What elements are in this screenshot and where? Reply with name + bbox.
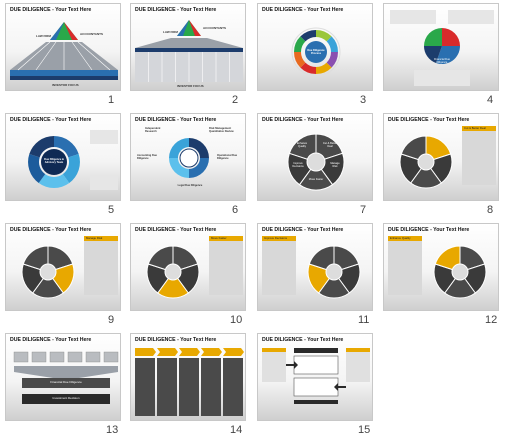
segment-enhance-quality: Enhance Quality bbox=[296, 142, 308, 148]
dark-pie-highlight-diagram bbox=[388, 236, 487, 299]
slide-title: DUE DILIGENCE - Your Text Here bbox=[262, 227, 344, 233]
slide-title: DUE DILIGENCE - Your Text Here bbox=[388, 117, 470, 123]
funnel-arrows-diagram bbox=[13, 351, 119, 404]
slide-number: 7 bbox=[360, 204, 367, 216]
slide-number: 14 bbox=[230, 424, 243, 436]
label-investor-focus: INVESTOR FOCUS bbox=[177, 84, 204, 88]
label-law-firm: LAW FIRM bbox=[163, 30, 178, 34]
slide-thumbnail-3[interactable]: DUE DILIGENCE - Your Text Here Due Dilig… bbox=[257, 3, 373, 91]
slide-thumbnail-7[interactable]: DUE DILIGENCE - Your Text Here Enhance Q… bbox=[257, 113, 373, 201]
label-accountants: ACCOUNTANTS bbox=[80, 32, 103, 36]
slide-number: 8 bbox=[487, 204, 494, 216]
slide-title: DUE DILIGENCE - Your Text Here bbox=[388, 227, 470, 233]
slide-number: 11 bbox=[358, 314, 370, 326]
slide-title: DUE DILIGENCE - Your Text Here bbox=[10, 227, 92, 233]
slide-number: 1 bbox=[108, 94, 115, 106]
due-diligence-cycle bbox=[169, 138, 209, 178]
slide-number: 2 bbox=[232, 94, 239, 106]
slide-title: DUE DILIGENCE - Your Text Here bbox=[135, 227, 217, 233]
segment-manage-risk: Manage Risk bbox=[330, 162, 340, 168]
blue-cycle-diagram bbox=[28, 130, 118, 190]
segment-move-faster: Move Faster bbox=[308, 178, 324, 181]
chevron-columns-diagram bbox=[135, 348, 244, 416]
pyramid-funnel-diagram bbox=[10, 22, 118, 80]
slide-title: DUE DILIGENCE - Your Text Here bbox=[262, 337, 344, 343]
label-operational: Operational Due Diligence bbox=[217, 154, 238, 160]
flow-blocks-diagram bbox=[262, 348, 370, 404]
slide-thumbnail-8[interactable]: DUE DILIGENCE - Your Text Here Cut & Bet… bbox=[383, 113, 499, 201]
label-investor-focus: INVESTOR FOCUS bbox=[52, 83, 79, 87]
dark-pie-highlight-diagram bbox=[399, 126, 496, 189]
slide-thumbnail-6[interactable]: DUE DILIGENCE - Your Text Here Independe… bbox=[130, 113, 246, 201]
slide-number: 15 bbox=[358, 424, 371, 436]
center-label: Due Diligence & Advisory Team bbox=[44, 158, 64, 164]
pie-label: Financial Due Diligence bbox=[434, 58, 450, 64]
slide-number: 5 bbox=[108, 204, 115, 216]
ring-process-diagram bbox=[291, 27, 341, 77]
slide-number: 6 bbox=[232, 204, 239, 216]
slide-title: DUE DILIGENCE - Your Text Here bbox=[10, 337, 92, 343]
slide-title: DUE DILIGENCE - Your Text Here bbox=[10, 7, 92, 13]
panel-header: Enhance Quality bbox=[390, 236, 411, 240]
pyramid-table-diagram bbox=[135, 20, 243, 82]
slide-title: DUE DILIGENCE - Your Text Here bbox=[262, 7, 344, 13]
label-accounting: Accounting Due Diligence bbox=[137, 154, 157, 160]
slide-title: DUE DILIGENCE - Your Text Here bbox=[262, 117, 344, 123]
label-independent-research: Independent Research bbox=[145, 127, 161, 133]
slide-title: DUE DILIGENCE - Your Text Here bbox=[135, 337, 217, 343]
slide-thumbnail-4[interactable]: Financial Due Diligence bbox=[383, 3, 499, 91]
slide-thumbnail-12[interactable]: DUE DILIGENCE - Your Text Here Enhance Q… bbox=[383, 223, 499, 311]
slide-title: DUE DILIGENCE - Your Text Here bbox=[10, 117, 92, 123]
panel-header: Move Faster bbox=[211, 236, 227, 240]
slide-title: DUE DILIGENCE - Your Text Here bbox=[135, 117, 217, 123]
panel-header: Improve Decisions bbox=[264, 236, 288, 240]
slide-thumbnail-15[interactable]: DUE DILIGENCE - Your Text Here bbox=[257, 333, 373, 421]
segment-cut-better-deal: Cut & Better Deal bbox=[322, 142, 338, 148]
slide-number: 10 bbox=[230, 314, 243, 326]
panel-header: Manage Risk bbox=[86, 236, 103, 240]
label-law-firm: LAW FIRM bbox=[36, 34, 51, 38]
slide-number: 4 bbox=[487, 94, 494, 106]
slide-thumbnail-9[interactable]: DUE DILIGENCE - Your Text Here Manage Ri… bbox=[5, 223, 121, 311]
label-accountants: ACCOUNTANTS bbox=[203, 26, 226, 30]
panel-header: Cut & Better Deal bbox=[464, 126, 486, 130]
bar-financial-due-diligence: Financial Due Diligence bbox=[50, 380, 82, 384]
dark-pie-highlight-diagram bbox=[146, 236, 243, 299]
dark-pie-highlight-diagram bbox=[262, 236, 361, 299]
dark-pie-diagram bbox=[287, 133, 345, 191]
slide-thumbnail-11[interactable]: DUE DILIGENCE - Your Text Here Improve D… bbox=[257, 223, 373, 311]
slide-title: DUE DILIGENCE - Your Text Here bbox=[135, 7, 217, 13]
slide-thumbnail-5[interactable]: DUE DILIGENCE - Your Text Here Due Dilig… bbox=[5, 113, 121, 201]
bar-investment-decision: Investment Decision bbox=[52, 396, 80, 400]
slide-number: 12 bbox=[485, 314, 498, 326]
segment-improve-decisions: Improve Decisions bbox=[292, 162, 304, 168]
slide-number: 13 bbox=[106, 424, 119, 436]
label-legal: Legal Due Diligence bbox=[177, 184, 203, 187]
slide-thumbnail-1[interactable]: DUE DILIGENCE - Your Text Here LAW FIRM … bbox=[5, 3, 121, 91]
dark-pie-highlight-diagram bbox=[21, 236, 118, 299]
slide-number: 3 bbox=[360, 94, 367, 106]
slide-thumbnail-10[interactable]: DUE DILIGENCE - Your Text Here Move Fast… bbox=[130, 223, 246, 311]
label-risk-management: Risk Management Quantitative Review bbox=[209, 127, 234, 133]
slide-thumbnail-13[interactable]: DUE DILIGENCE - Your Text Here Financial… bbox=[5, 333, 121, 421]
center-label: Due Diligence Process bbox=[307, 49, 325, 55]
slide-thumbnail-14[interactable]: DUE DILIGENCE - Your Text Here bbox=[130, 333, 246, 421]
slide-thumbnail-2[interactable]: DUE DILIGENCE - Your Text Here LAW FIRM … bbox=[130, 3, 246, 91]
slide-number: 9 bbox=[108, 314, 115, 326]
pie-diagram bbox=[390, 10, 494, 86]
